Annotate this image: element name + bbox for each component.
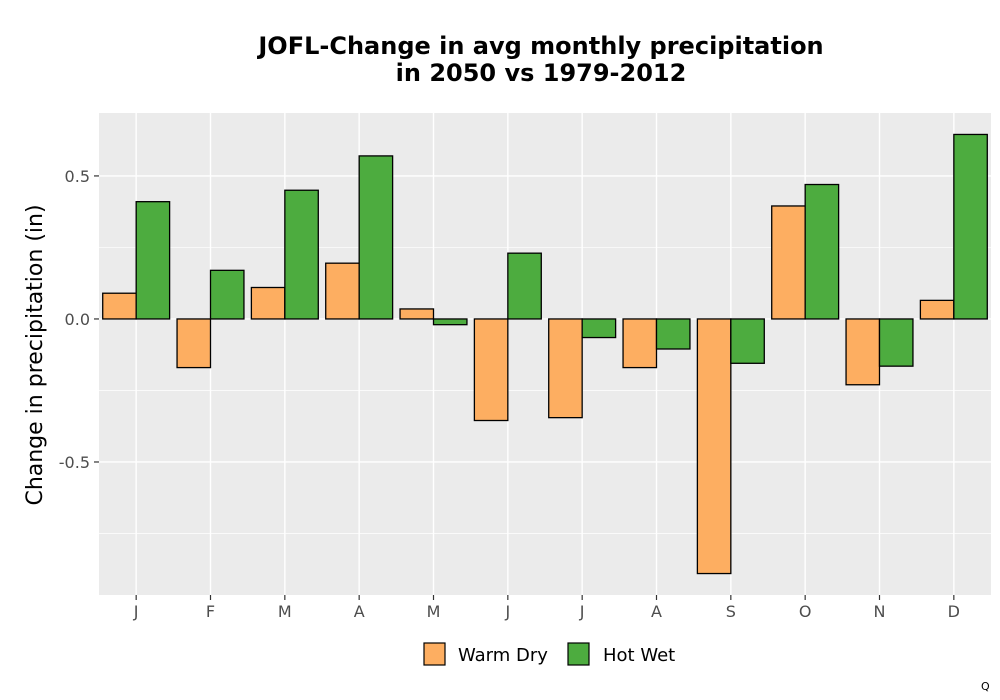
x-tick-label: A — [651, 602, 662, 621]
bar-hot-wet-6 — [581, 318, 617, 339]
bar-warm-dry-5 — [473, 318, 509, 422]
legend-label-hot-wet: Hot Wet — [603, 645, 675, 666]
y-tick-label: -0.5 — [59, 453, 90, 472]
bar-warm-dry-11 — [919, 299, 955, 320]
x-tick-label: S — [726, 602, 736, 621]
legend-swatch-warm-dry — [423, 642, 446, 666]
bar-hot-wet-8 — [730, 318, 765, 364]
bar-hot-wet-3 — [358, 155, 394, 320]
y-tick-label: 0.0 — [65, 310, 90, 329]
x-tick-label: M — [278, 602, 292, 621]
x-tick-label: N — [874, 602, 886, 621]
bar-warm-dry-3 — [325, 262, 360, 320]
bar-warm-dry-4 — [399, 308, 435, 320]
chart-title-line-1: JOFL-Change in avg monthly precipitation — [256, 32, 823, 60]
bar-hot-wet-1 — [209, 269, 245, 320]
x-tick-label: F — [206, 602, 215, 621]
chart-title-line-2: in 2050 vs 1979-2012 — [396, 59, 687, 87]
panel-background — [99, 113, 991, 595]
plot-panel — [99, 113, 991, 595]
bar-warm-dry-1 — [176, 318, 212, 369]
bar-warm-dry-2 — [250, 286, 286, 320]
bar-hot-wet-0 — [135, 201, 171, 320]
bar-warm-dry-9 — [771, 205, 806, 320]
x-tick-label: J — [504, 602, 510, 621]
y-axis-ticks: -0.5 0.0 0.5 — [59, 167, 99, 472]
x-tick-label: D — [948, 602, 960, 621]
y-tick-label: 0.5 — [65, 167, 90, 186]
bar-warm-dry-8 — [696, 318, 732, 575]
bar-hot-wet-5 — [507, 252, 542, 320]
bar-hot-wet-9 — [804, 183, 840, 320]
x-tick-label: J — [133, 602, 139, 621]
legend: Warm Dry Hot Wet — [423, 642, 675, 666]
bar-hot-wet-4 — [432, 318, 468, 326]
caption: Q — [981, 680, 990, 693]
x-tick-label: O — [799, 602, 812, 621]
bar-hot-wet-10 — [878, 318, 914, 367]
bars — [102, 133, 988, 575]
bar-hot-wet-2 — [284, 189, 319, 320]
x-tick-label: M — [427, 602, 441, 621]
bar-warm-dry-10 — [845, 318, 881, 386]
y-axis-title: Change in precipitation (in) — [23, 204, 48, 505]
bar-hot-wet-7 — [655, 318, 691, 350]
legend-label-warm-dry: Warm Dry — [458, 645, 548, 666]
bar-warm-dry-6 — [548, 318, 583, 419]
bar-warm-dry-0 — [102, 292, 137, 320]
bar-hot-wet-11 — [953, 133, 988, 320]
x-tick-label: A — [354, 602, 365, 621]
x-tick-label: J — [579, 602, 585, 621]
legend-swatch-hot-wet — [567, 642, 590, 666]
bar-warm-dry-7 — [622, 318, 658, 369]
